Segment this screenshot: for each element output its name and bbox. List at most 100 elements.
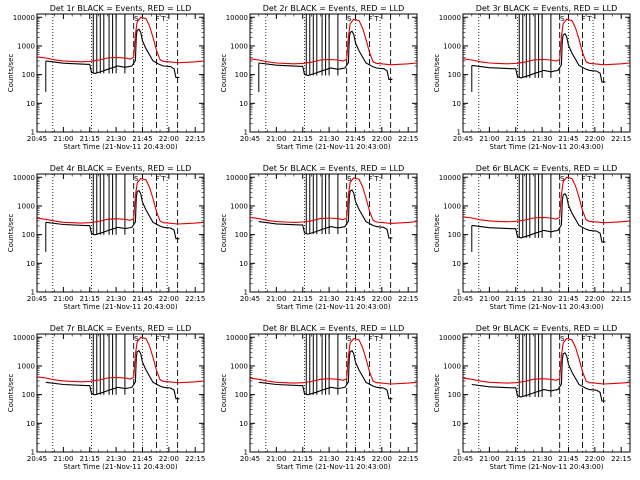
y-tick-label: 1000 bbox=[230, 202, 248, 210]
flag-annotation: F bbox=[368, 15, 372, 23]
events-series-line bbox=[471, 33, 606, 83]
plot-frame bbox=[462, 13, 631, 133]
plot-frame bbox=[462, 333, 631, 453]
lld-series-line bbox=[462, 176, 631, 224]
y-tick-label: 1000 bbox=[230, 362, 248, 370]
x-tick-label: 20:45 bbox=[240, 135, 260, 143]
y-tick-label: 10 bbox=[452, 260, 461, 268]
lld-series-line bbox=[249, 18, 418, 66]
panel-det-2: Det 2r BLACK = Events, RED = LLD 1 10 100 10… bbox=[220, 4, 418, 151]
x-tick-label: 21:30 bbox=[319, 455, 339, 463]
x-tick-label: 22:15 bbox=[398, 455, 418, 463]
flag-annotation: F bbox=[155, 175, 159, 183]
flag-annotation: F bbox=[368, 335, 372, 343]
x-tick-label: 22:15 bbox=[611, 455, 631, 463]
flag-annotation: T bbox=[160, 175, 166, 183]
plot-frame bbox=[249, 333, 418, 453]
lld-series-line bbox=[36, 177, 205, 225]
y-tick-label: 100 bbox=[22, 231, 35, 239]
panel-title: Det 7r BLACK = Events, RED = LLD bbox=[50, 324, 192, 333]
flag-annotation: F bbox=[581, 175, 585, 183]
plot-frame bbox=[36, 173, 205, 293]
flag-annotation: S bbox=[347, 175, 352, 183]
panel-det-7: Det 7r BLACK = Events, RED = LLD 1 10 100 10… bbox=[7, 324, 205, 471]
x-tick-label: 21:45 bbox=[345, 295, 365, 303]
y-tick-label: 10000 bbox=[13, 174, 35, 182]
panel-title: Det 3r BLACK = Events, RED = LLD bbox=[476, 4, 618, 13]
panel-det-6: Det 6r BLACK = Events, RED = LLD 1 10 100 10… bbox=[433, 164, 631, 311]
x-tick-label: 21:15 bbox=[293, 135, 313, 143]
y-axis-label: Counts/sec bbox=[433, 374, 441, 413]
y-tick-label: 1 bbox=[244, 289, 248, 297]
y-tick-label: 100 bbox=[22, 71, 35, 79]
x-axis-label: Start Time (21-Nov-11 20:43:00) bbox=[489, 303, 603, 311]
y-tick-label: 10 bbox=[239, 100, 248, 108]
y-tick-label: 100 bbox=[22, 391, 35, 399]
x-tick-label: 21:45 bbox=[558, 295, 578, 303]
x-tick-label: 22:00 bbox=[372, 135, 392, 143]
events-series-line bbox=[45, 189, 180, 240]
x-tick-label: 20:45 bbox=[453, 295, 473, 303]
events-series-line bbox=[471, 193, 606, 243]
y-tick-label: 1 bbox=[31, 129, 35, 137]
lld-series-line bbox=[462, 337, 631, 385]
x-tick-label: 21:45 bbox=[558, 135, 578, 143]
x-tick-label: 22:00 bbox=[159, 295, 179, 303]
x-tick-label: 21:15 bbox=[506, 295, 526, 303]
y-tick-label: 10 bbox=[452, 100, 461, 108]
y-tick-label: 100 bbox=[448, 391, 461, 399]
y-axis-label: Counts/sec bbox=[433, 54, 441, 93]
y-tick-label: 1 bbox=[457, 289, 461, 297]
flag-annotation: T bbox=[160, 335, 166, 343]
x-tick-label: 21:15 bbox=[506, 135, 526, 143]
y-tick-label: 1 bbox=[457, 129, 461, 137]
panel-title: Det 6r BLACK = Events, RED = LLD bbox=[476, 164, 618, 173]
x-tick-label: 21:15 bbox=[80, 295, 100, 303]
lld-series-line bbox=[462, 18, 631, 66]
x-axis-label: Start Time (21-Nov-11 20:43:00) bbox=[63, 463, 177, 471]
x-tick-label: 21:00 bbox=[266, 295, 286, 303]
panel-det-1: Det 1r BLACK = Events, RED = LLD 1 10 100 10… bbox=[7, 4, 205, 151]
y-tick-label: 1000 bbox=[443, 362, 461, 370]
panel-title: Det 2r BLACK = Events, RED = LLD bbox=[263, 4, 405, 13]
y-tick-label: 10000 bbox=[226, 334, 248, 342]
x-tick-label: 22:15 bbox=[611, 295, 631, 303]
x-tick-label: 22:00 bbox=[372, 295, 392, 303]
x-axis-label: Start Time (21-Nov-11 20:43:00) bbox=[276, 143, 390, 151]
events-series-line bbox=[45, 28, 180, 78]
y-tick-label: 1 bbox=[244, 449, 248, 457]
flag-annotation: T bbox=[373, 335, 379, 343]
flag-annotation: T bbox=[373, 175, 379, 183]
x-tick-label: 21:15 bbox=[293, 455, 313, 463]
panel-det-9: Det 9r BLACK = Events, RED = LLD 1 10 100 10… bbox=[433, 324, 631, 471]
panel-det-8: Det 8r BLACK = Events, RED = LLD 1 10 100 10… bbox=[220, 324, 418, 471]
x-tick-label: 22:15 bbox=[398, 295, 418, 303]
y-tick-label: 1000 bbox=[443, 202, 461, 210]
x-axis-label: Start Time (21-Nov-11 20:43:00) bbox=[489, 463, 603, 471]
x-axis-label: Start Time (21-Nov-11 20:43:00) bbox=[63, 303, 177, 311]
panel-det-5: Det 5r BLACK = Events, RED = LLD 1 10 100 10… bbox=[220, 164, 418, 311]
flag-annotation: S bbox=[347, 335, 352, 343]
flag-annotation: S bbox=[347, 15, 352, 23]
panel-title: Det 8r BLACK = Events, RED = LLD bbox=[263, 324, 405, 333]
x-tick-label: 22:15 bbox=[185, 135, 205, 143]
x-tick-label: 21:00 bbox=[53, 455, 73, 463]
y-tick-label: 10000 bbox=[439, 334, 461, 342]
y-tick-label: 10 bbox=[26, 260, 35, 268]
y-axis-label: Counts/sec bbox=[7, 54, 15, 93]
x-tick-label: 21:00 bbox=[53, 135, 73, 143]
y-tick-label: 100 bbox=[235, 231, 248, 239]
y-tick-label: 1 bbox=[244, 129, 248, 137]
plot-frame bbox=[462, 173, 631, 293]
panel-det-3: Det 3r BLACK = Events, RED = LLD 1 10 100 10… bbox=[433, 4, 631, 151]
x-tick-label: 21:00 bbox=[479, 135, 499, 143]
y-tick-label: 100 bbox=[448, 231, 461, 239]
y-tick-label: 10000 bbox=[13, 14, 35, 22]
x-tick-label: 22:15 bbox=[185, 295, 205, 303]
y-tick-label: 1000 bbox=[443, 42, 461, 50]
panel-title: Det 5r BLACK = Events, RED = LLD bbox=[263, 164, 405, 173]
flag-annotation: S bbox=[560, 175, 565, 183]
x-tick-label: 22:00 bbox=[372, 455, 392, 463]
plot-frame bbox=[249, 173, 418, 293]
